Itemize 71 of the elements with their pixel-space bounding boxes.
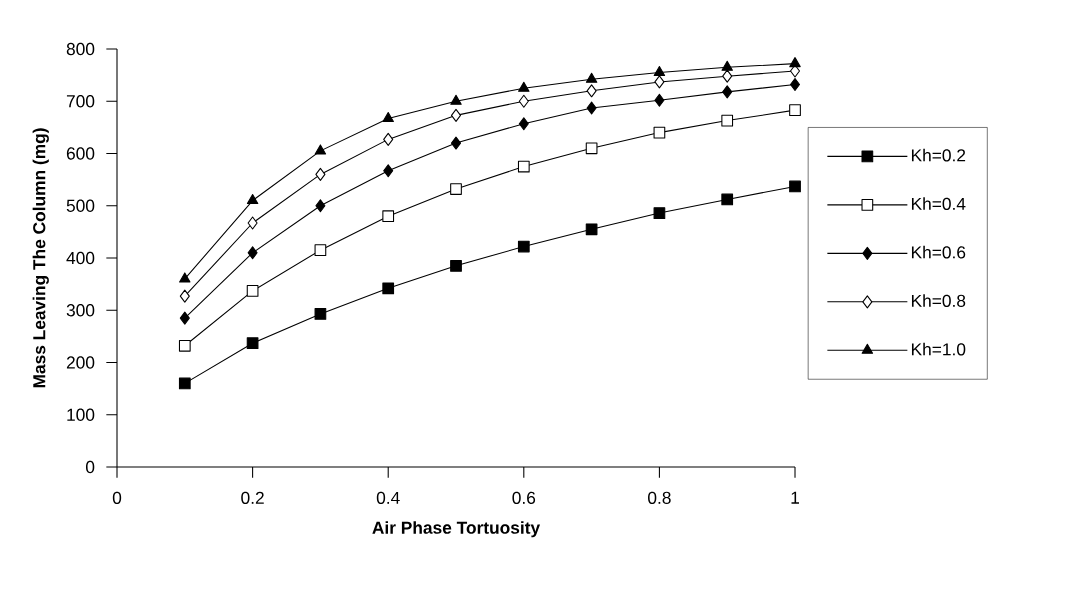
x-tick-label: 0.8 (648, 491, 671, 504)
point (450, 183, 462, 195)
y-tick-label: 300 (66, 304, 95, 317)
point (518, 94, 529, 108)
y-tick-label: 500 (66, 199, 95, 212)
point (517, 240, 530, 253)
x-tick-label: 0.6 (512, 491, 536, 504)
point (654, 75, 665, 89)
point (178, 339, 191, 352)
point (382, 282, 395, 295)
point (653, 207, 666, 219)
point (722, 69, 733, 83)
legend-label: Kh=0.4 (911, 197, 966, 210)
point (450, 259, 462, 272)
point (247, 246, 258, 260)
legend-label: Kh=0.6 (911, 245, 966, 259)
point (314, 308, 327, 320)
point (721, 114, 734, 127)
point (585, 223, 598, 236)
legend-label: Kh=0.8 (911, 294, 966, 307)
x-axis-title: Air Phase Tortuosity (372, 521, 541, 538)
point (585, 142, 598, 155)
point (585, 72, 598, 83)
point (178, 377, 191, 390)
legend-label: Kh=0.2 (911, 148, 966, 162)
point (722, 85, 733, 99)
y-tick-label: 0 (85, 460, 95, 474)
y-tick-label: 100 (67, 408, 95, 421)
point (789, 180, 801, 193)
point (382, 210, 395, 223)
point (518, 117, 529, 131)
point (789, 57, 801, 68)
point (586, 101, 597, 115)
point (721, 60, 733, 71)
y-axis-title: Mass Leaving The Column (mg) (32, 128, 49, 388)
point (654, 93, 665, 107)
point (315, 167, 326, 181)
point (586, 84, 597, 98)
point (247, 216, 258, 230)
x-tick-label: 1 (791, 491, 799, 504)
x-tick-label: 0 (112, 491, 122, 504)
point (314, 244, 327, 257)
y-tick-label: 200 (66, 356, 95, 369)
x-tick-label: 0.2 (241, 491, 264, 504)
point (450, 94, 462, 105)
point (450, 108, 462, 122)
point (246, 337, 259, 350)
x-tick-label: 0.4 (376, 491, 400, 504)
point (246, 193, 259, 205)
y-tick-label: 600 (66, 147, 95, 160)
point (517, 160, 530, 173)
point (721, 193, 734, 206)
point (179, 311, 190, 325)
point (383, 164, 394, 178)
point (179, 289, 190, 303)
point (653, 126, 666, 139)
point (315, 199, 326, 213)
point (450, 136, 462, 150)
point (246, 285, 259, 297)
point (382, 111, 394, 123)
point (314, 144, 327, 155)
y-tick-label: 400 (66, 251, 95, 265)
y-tick-label: 800 (66, 42, 95, 56)
point (383, 132, 394, 146)
point (789, 104, 801, 117)
point (789, 78, 801, 92)
point (518, 81, 530, 92)
point (179, 272, 191, 283)
legend-label: Kh=1.0 (911, 342, 966, 356)
y-tick-label: 700 (66, 95, 95, 108)
point (653, 65, 666, 77)
